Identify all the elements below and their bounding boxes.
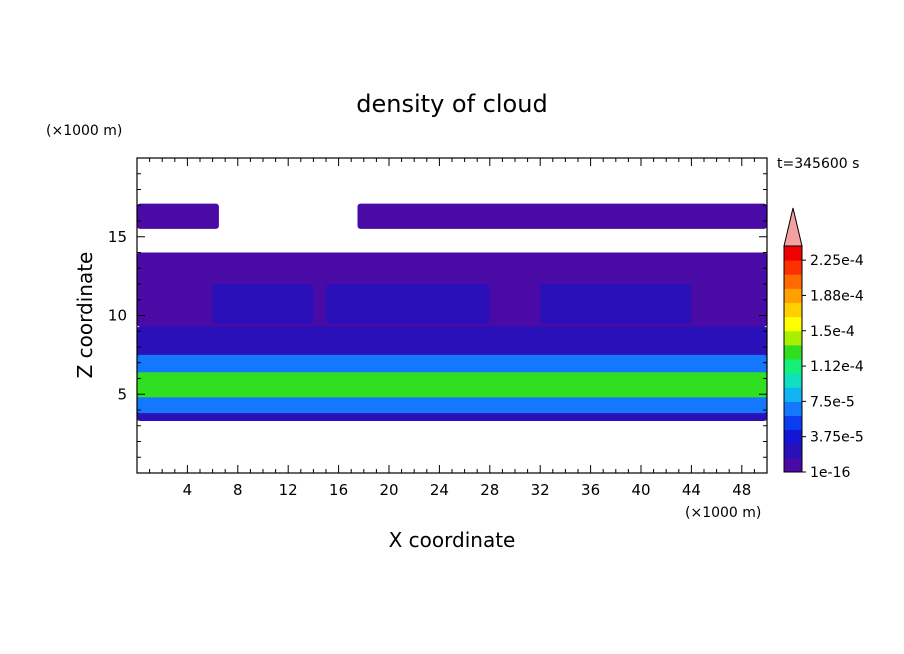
time-label: t=345600 s — [777, 156, 859, 172]
colorbar-segment — [784, 330, 802, 346]
colorbar-label: 1.5e-4 — [810, 324, 855, 340]
cloud-layer-region — [540, 284, 692, 324]
x-tick-label: 16 — [329, 481, 348, 499]
colorbar-label: 1.88e-4 — [810, 288, 864, 304]
cloud-layer-region — [137, 203, 219, 229]
colorbar-segment — [784, 274, 802, 289]
colorbar-segment — [784, 387, 802, 402]
cloud-layer-region — [212, 284, 314, 324]
x-tick-label: 12 — [279, 481, 298, 499]
density-field — [137, 203, 767, 422]
colorbar-segment — [784, 316, 802, 332]
colorbar-segment — [784, 344, 802, 360]
cloud-layer-region — [137, 372, 767, 398]
cloud-layer-region — [357, 203, 767, 229]
colorbar: 1e-16 3.75e-5 7.5e-5 1.12e-4 1.5e-4 1.88e-4 2.… — [783, 207, 864, 481]
x-axis-title: X coordinate — [389, 528, 516, 552]
chart-title: density of cloud — [356, 90, 547, 118]
colorbar-segment — [784, 429, 802, 445]
x-tick-label: 4 — [183, 481, 193, 499]
x-tick-label: 44 — [682, 481, 701, 499]
y-tick-label: 10 — [108, 307, 127, 325]
x-tick-label: 32 — [531, 481, 550, 499]
colorbar-label: 3.75e-5 — [810, 430, 864, 446]
x-tick-label: 40 — [631, 481, 650, 499]
colorbar-segment — [784, 302, 802, 318]
cloud-layer-region — [326, 284, 490, 324]
x-tick-label: 24 — [430, 481, 449, 499]
x-tick-label: 28 — [480, 481, 499, 499]
x-tick-label: 48 — [732, 481, 751, 499]
colorbar-segment — [784, 457, 802, 473]
colorbar-segment — [784, 260, 802, 275]
colorbar-segment — [784, 373, 802, 388]
x-unit-label: (×1000 m) — [685, 505, 761, 521]
colorbar-segment — [784, 246, 802, 261]
y-unit-label: (×1000 m) — [46, 123, 122, 139]
colorbar-segment — [784, 443, 802, 459]
colorbar-extend-arrow — [783, 207, 803, 247]
y-axis-title: Z coordinate — [73, 252, 97, 379]
colorbar-label: 2.25e-4 — [810, 253, 864, 269]
colorbar-frame — [783, 245, 803, 473]
colorbar-label: 1e-16 — [810, 465, 850, 481]
colorbar-label: 7.5e-5 — [810, 394, 855, 410]
colorbar-segment — [784, 288, 802, 303]
x-tick-label: 8 — [233, 481, 243, 499]
y-axis: 5 10 15 — [108, 173, 767, 458]
x-tick-label: 20 — [379, 481, 398, 499]
x-axis: 4 8 12 16 20 24 28 32 36 40 44 48 — [149, 158, 755, 499]
colorbar-segment — [784, 401, 802, 416]
y-tick-label: 5 — [117, 385, 127, 403]
colorbar-segment — [784, 415, 802, 431]
colorbar-label: 1.12e-4 — [810, 359, 864, 375]
x-tick-label: 36 — [581, 481, 600, 499]
colorbar-segment — [784, 359, 802, 374]
y-tick-label: 15 — [108, 228, 127, 246]
